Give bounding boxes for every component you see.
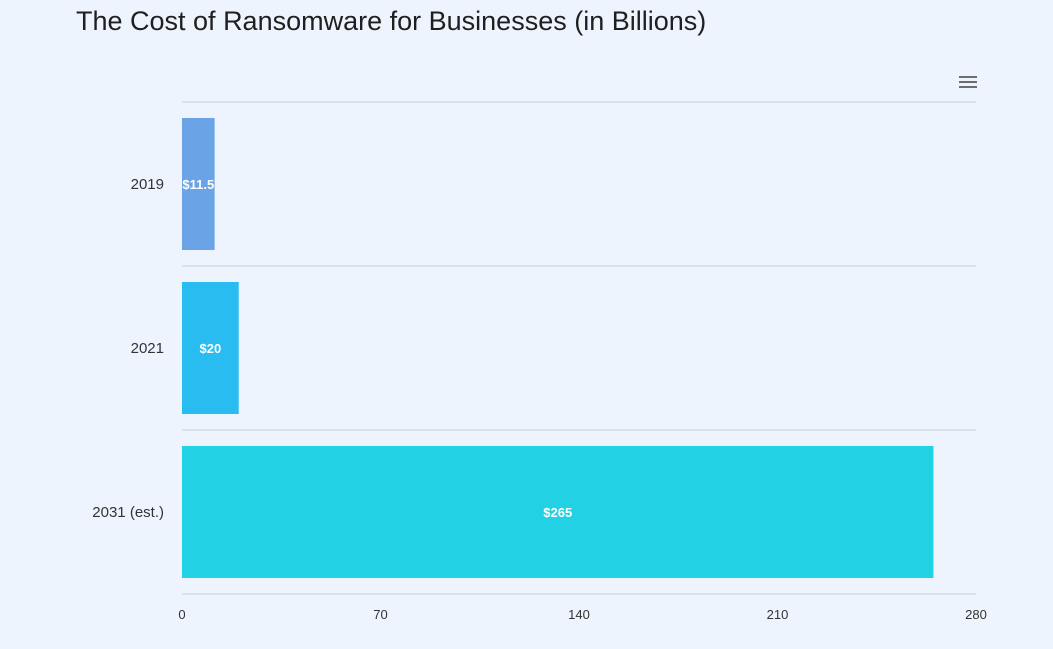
bar: [182, 446, 934, 578]
x-tick-label: 70: [373, 607, 387, 622]
chart-title: The Cost of Ransomware for Businesses (i…: [76, 6, 707, 36]
data-label: $265: [543, 505, 572, 520]
category-label: 2021: [131, 340, 164, 357]
x-tick-label: 280: [965, 607, 987, 622]
bar: [182, 118, 215, 250]
data-label: $11.5: [182, 177, 214, 192]
bar: [182, 282, 239, 414]
x-tick-label: 210: [767, 607, 789, 622]
x-tick-label: 140: [568, 607, 590, 622]
category-label: 2019: [131, 176, 164, 193]
category-label: 2031 (est.): [92, 504, 164, 521]
x-tick-label: 0: [178, 607, 185, 622]
hamburger-menu-icon[interactable]: [956, 72, 980, 92]
data-label: $20: [200, 341, 222, 356]
